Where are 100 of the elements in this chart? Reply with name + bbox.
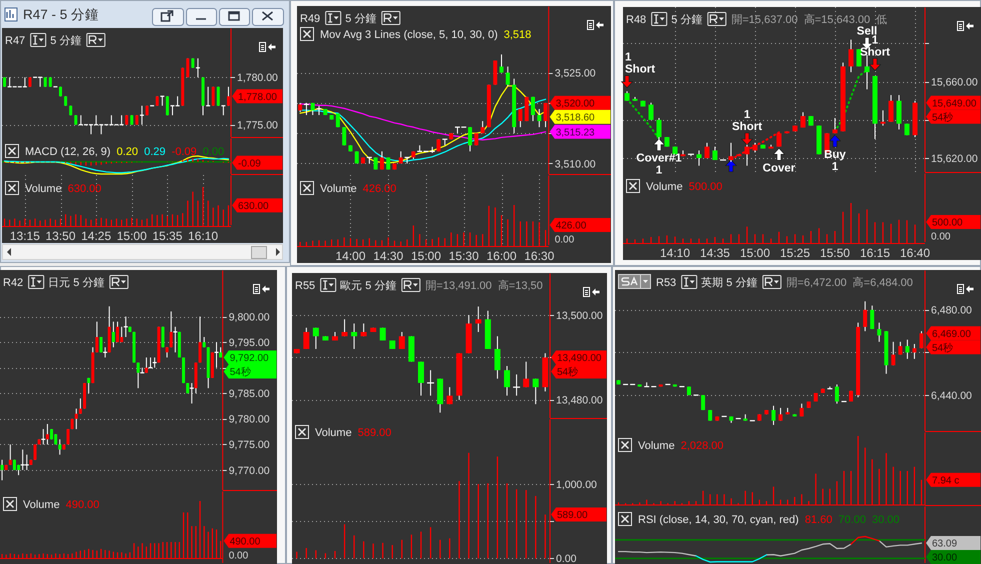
- x-tick-label: 15:00: [740, 246, 770, 260]
- x-tick-label: 16:10: [188, 229, 218, 243]
- text: 589.00: [358, 427, 392, 439]
- candlestick: [87, 377, 90, 394]
- y-tick-label: 9,770.00: [228, 464, 270, 477]
- text: 9,792.00: [230, 353, 269, 364]
- candlestick: [360, 323, 367, 337]
- annotation: Cover#1 1: [636, 152, 682, 177]
- annotation: 1 Short: [732, 109, 762, 133]
- candlestick: [834, 384, 839, 404]
- candlestick: [480, 120, 485, 134]
- point: [773, 148, 785, 161]
- x-tick-label: 15:30: [448, 249, 480, 263]
- candlestick: [870, 305, 874, 330]
- text: 426.00: [556, 220, 587, 232]
- chart-subtitle: 81.60 70.00 30.00: [804, 514, 900, 526]
- text: 歐元 5 分鐘: [340, 280, 396, 292]
- candlestick: [863, 300, 868, 332]
- candlestick: [112, 321, 115, 348]
- y-tick-label: 1,780.00: [237, 72, 278, 84]
- candlestick: [624, 90, 630, 102]
- y-tick-label: 15,620.00: [931, 152, 978, 165]
- candlestick: [160, 96, 165, 106]
- text: 426.00: [362, 183, 396, 195]
- y-axis-title: 54秒: [230, 366, 251, 378]
- candlestick: [912, 343, 916, 360]
- y-tick-label: 1,000.00: [556, 478, 598, 491]
- chart-title: Volume: [320, 183, 357, 195]
- candlestick: [898, 341, 902, 356]
- candlestick: [877, 322, 882, 342]
- candlestick: [752, 142, 758, 153]
- point: [621, 75, 633, 88]
- y-tick-label: 13,480.00: [556, 394, 603, 407]
- point: [741, 132, 753, 146]
- candlestick: [74, 408, 78, 430]
- candlestick: [704, 142, 710, 159]
- chart-title: Volume: [646, 181, 683, 193]
- candlestick: [832, 117, 838, 134]
- candlestick: [46, 423, 49, 445]
- annotation: 高=15,643.00: [804, 13, 870, 26]
- candlestick: [518, 108, 522, 128]
- candlestick: [891, 341, 896, 366]
- text: -0.09: [238, 158, 262, 170]
- annotation: 3,518: [504, 29, 532, 41]
- candlestick: [380, 150, 384, 170]
- text: R53: [656, 277, 676, 289]
- text: R55: [295, 280, 316, 292]
- candlestick: [778, 407, 783, 422]
- y-tick-label: 3,510.00: [554, 158, 596, 170]
- candlestick: [696, 150, 702, 166]
- x-tick-label: 15:00: [410, 249, 442, 263]
- x-tick-label: 15:35: [152, 229, 183, 243]
- text: 63.09: [932, 538, 958, 550]
- candlestick: [351, 323, 358, 350]
- legend-title: Mov Avg 3 Lines (close, 5, 10, 30, 0): [320, 29, 498, 41]
- text: 1,778.00: [238, 92, 277, 103]
- candlestick: [446, 386, 453, 405]
- candlestick: [206, 86, 211, 106]
- candlestick: [504, 365, 510, 396]
- candlestick: [22, 76, 28, 88]
- candlestick: [7, 76, 12, 88]
- x-tick-label: 14:00: [335, 249, 366, 263]
- candlestick: [864, 54, 870, 90]
- text: R49: [300, 13, 320, 25]
- data-label: 3,515.23: [556, 127, 596, 138]
- candlestick: [303, 327, 310, 350]
- y-tick-label: 13,500.00: [556, 310, 603, 322]
- annotation: Buy 1: [824, 148, 846, 173]
- point: [725, 159, 737, 172]
- text: 5 分鐘: [345, 13, 376, 25]
- text: 13,490.00: [557, 353, 602, 364]
- candlestick: [174, 96, 180, 106]
- candlestick: [523, 361, 530, 388]
- candlestick: [532, 378, 539, 405]
- y-tick-label: 3,525.00: [554, 67, 596, 80]
- y-tick-label: 9,795.00: [228, 336, 270, 349]
- text: 3,520.00: [556, 98, 595, 110]
- y-axis-title: 54秒: [932, 342, 954, 354]
- x-tick-label: 14:10: [660, 246, 690, 260]
- candlestick: [475, 306, 482, 332]
- candlestick: [0, 459, 4, 481]
- candlestick: [905, 339, 910, 360]
- text: 500.00: [688, 181, 722, 193]
- candlestick: [58, 438, 62, 456]
- candlestick: [8, 444, 12, 466]
- x-tick-label: 14:25: [81, 229, 112, 243]
- candlestick: [418, 361, 424, 396]
- text: R48: [626, 14, 646, 26]
- text: R47: [5, 35, 26, 47]
- y-tick-label: 15,660.00: [931, 76, 978, 88]
- y-tick-label: 1,775.00: [237, 120, 278, 132]
- x-tick-label: 14:30: [373, 249, 404, 263]
- chart-subtitle: 630.00: [68, 183, 102, 195]
- candlestick: [380, 327, 386, 341]
- candlestick: [494, 336, 500, 380]
- candlestick: [116, 321, 120, 343]
- annotation: Cover: [762, 162, 796, 174]
- candlestick: [100, 336, 103, 353]
- candlestick: [701, 394, 706, 411]
- text: 5 分鐘: [50, 35, 82, 47]
